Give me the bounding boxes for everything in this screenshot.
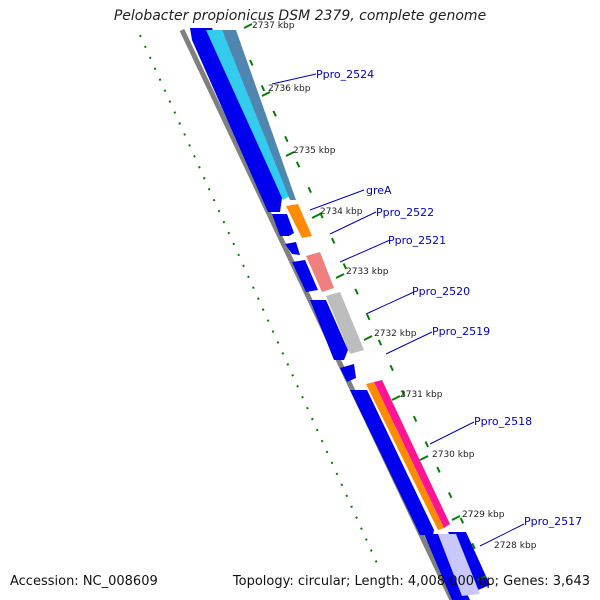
gene-leader-line: [479, 523, 525, 547]
tick-label: 2730 kbp: [432, 450, 475, 460]
gene-label[interactable]: Ppro_2519: [432, 325, 490, 338]
feature-light: [438, 534, 480, 596]
tick-mark: [335, 273, 345, 279]
cds-feature: [340, 364, 356, 382]
cds-feature: [350, 390, 434, 535]
feature-steel: [222, 30, 296, 200]
tick-label: 2732 kbp: [374, 329, 417, 339]
gene-leader-line: [271, 73, 317, 85]
gene-leader-line: [339, 239, 391, 263]
gene-label[interactable]: Ppro_2522: [376, 206, 434, 219]
gene-leader-line: [365, 291, 415, 315]
genome-summary: Topology: circular; Length: 4,008,000 bp…: [232, 574, 590, 589]
tick-mark: [391, 395, 401, 401]
gene-label[interactable]: Ppro_2518: [474, 415, 532, 428]
gene-leader-line: [309, 189, 365, 211]
feature-salmon: [306, 252, 334, 292]
cds-feature: [310, 300, 348, 360]
cds-feature: [285, 242, 300, 255]
cds-feature: [292, 260, 318, 292]
tick-label: 2731 kbp: [400, 390, 443, 400]
feature-orange-long: [366, 382, 444, 530]
tick-label: 2737 kbp: [252, 21, 295, 31]
accession-label: Accession: NC_008609: [10, 574, 158, 589]
gene-leader-line: [385, 331, 433, 355]
feature-pink-long: [374, 380, 450, 528]
map-title: Pelobacter propionicus DSM 2379, complet…: [113, 8, 487, 24]
feature-orange: [286, 204, 312, 238]
tick-mark: [363, 335, 373, 341]
tick-label: 2728 kbp: [494, 541, 537, 551]
gene-leader-line: [329, 211, 377, 235]
tick-mark: [451, 515, 461, 521]
tick-label: 2733 kbp: [346, 267, 389, 277]
gene-label[interactable]: Ppro_2521: [388, 234, 446, 247]
tick-label: 2729 kbp: [462, 510, 505, 520]
gene-label[interactable]: greA: [366, 184, 392, 197]
outer-dotted-guide: [139, 34, 381, 571]
feature-grey: [326, 292, 364, 354]
tick-mark: [311, 213, 321, 219]
cds-feature: [190, 28, 282, 212]
feature-cyan: [206, 30, 290, 200]
tick-mark: [285, 151, 295, 157]
tick-label: 2734 kbp: [320, 207, 363, 217]
tick-mark: [477, 575, 487, 581]
cds-feature: [272, 214, 294, 236]
tick-mark: [419, 455, 429, 461]
tick-label: 2736 kbp: [268, 84, 311, 94]
tick-mark: [261, 91, 271, 97]
gene-leader-line: [429, 421, 475, 445]
gene-label[interactable]: Ppro_2517: [524, 515, 582, 528]
tick-label: 2735 kbp: [293, 146, 336, 156]
inner-dotted-guide: [249, 59, 481, 561]
gene-label[interactable]: Ppro_2520: [412, 285, 470, 298]
gene-label[interactable]: Ppro_2524: [316, 68, 374, 81]
tick-mark: [243, 23, 253, 29]
